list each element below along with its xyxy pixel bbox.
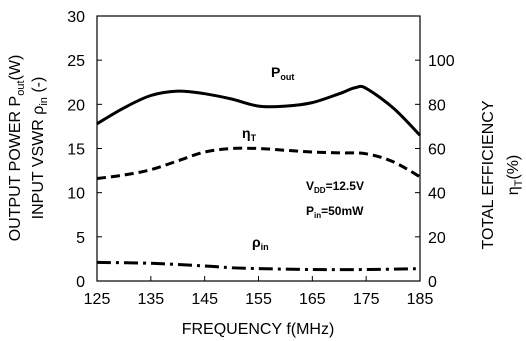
x-tick-label: 175 <box>353 291 380 308</box>
right-axis-title-line1: TOTAL EFFICIENCY <box>480 100 497 249</box>
eta-label: ηT <box>242 125 257 143</box>
pout-label: Pout <box>271 64 294 82</box>
right-tick-label: 0 <box>428 274 437 291</box>
left-tick-label: 10 <box>67 186 85 203</box>
x-tick-label: 165 <box>299 291 326 308</box>
left-axis-title-line1: OUTPUT POWER Pout(W) <box>7 55 27 242</box>
right-tick-label: 60 <box>428 142 446 159</box>
x-tick-label: 125 <box>84 291 111 308</box>
series-eta-line <box>96 146 421 180</box>
left-axis-ticks: 0 5 10 15 20 25 30 <box>67 9 102 291</box>
right-tick-label: 20 <box>428 230 446 247</box>
left-tick-label: 5 <box>76 230 85 247</box>
x-axis-title: FREQUENCY f(MHz) <box>182 321 335 338</box>
series-rho-line <box>96 260 421 272</box>
series-pout-line <box>96 84 422 137</box>
right-tick-label: 40 <box>428 186 446 203</box>
left-tick-label: 30 <box>67 9 85 26</box>
left-axis-title-line2: INPUT VSWR ρin (-) <box>30 77 50 220</box>
rho-label: ρin <box>252 234 269 252</box>
right-tick-label: 80 <box>428 97 446 114</box>
vdd-label: VDD=12.5V <box>306 179 364 195</box>
right-axis-ticks: 0 20 40 60 80 100 <box>415 53 455 291</box>
x-axis-ticks: 125 135 145 155 165 175 185 <box>84 276 434 308</box>
right-tick-label: 100 <box>428 53 455 70</box>
x-tick-label: 185 <box>407 291 434 308</box>
x-tick-label: 155 <box>245 291 272 308</box>
left-tick-label: 15 <box>67 142 85 159</box>
x-tick-label: 135 <box>137 291 164 308</box>
left-tick-label: 25 <box>67 53 85 70</box>
pin-label: Pin=50mW <box>306 204 364 220</box>
x-tick-label: 145 <box>191 291 218 308</box>
series-layer <box>96 84 422 272</box>
right-axis-title-line2: ηT(%) <box>505 155 525 196</box>
left-tick-label: 0 <box>76 274 85 291</box>
left-tick-label: 20 <box>67 97 85 114</box>
